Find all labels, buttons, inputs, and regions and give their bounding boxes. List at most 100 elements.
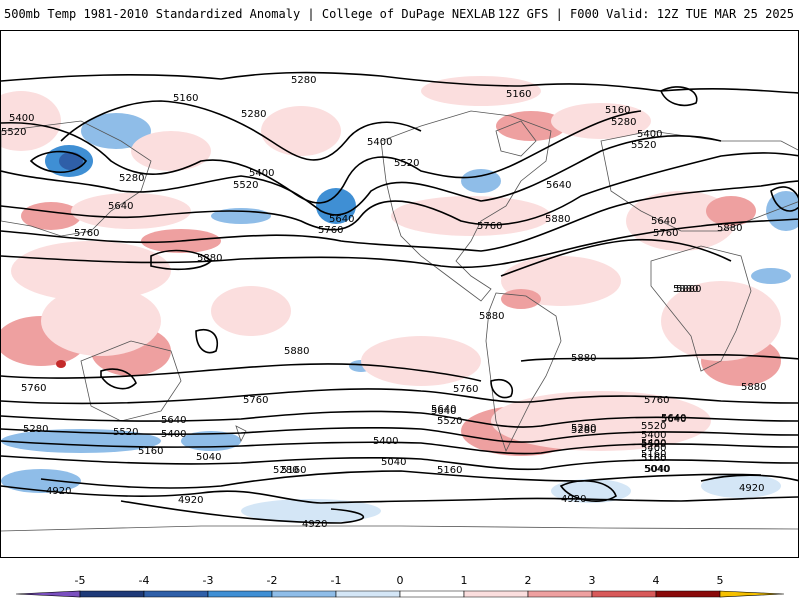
map-title: 500mb Temp 1981-2010 Standardized Anomal… xyxy=(4,7,496,21)
anomaly-cold-patch xyxy=(461,169,501,193)
contour-label: 5160 xyxy=(281,465,306,476)
anomaly-warm-patch xyxy=(71,193,191,229)
colorbar-segment xyxy=(207,590,273,598)
coastlines xyxy=(1,110,798,532)
contour-line xyxy=(770,186,798,212)
contour-label: 5640 xyxy=(431,406,456,417)
contour-label: 5160 xyxy=(641,453,666,464)
contour-line xyxy=(1,440,798,455)
colorbar-segment xyxy=(335,590,401,598)
contour-label: 5880 xyxy=(197,253,222,264)
colorbar-tick-label: -3 xyxy=(202,574,214,587)
contour-label: 5280 xyxy=(273,465,298,476)
contour-line xyxy=(1,180,798,252)
contour-label: 5160 xyxy=(641,449,666,460)
coastline-north-america xyxy=(380,110,552,302)
colorbar-tick-label: 5 xyxy=(716,574,724,587)
anomaly-map: 5280 5160 5400 5520 5280 5400 5520 5280 … xyxy=(0,30,799,558)
contour-label: 5160 xyxy=(605,105,630,116)
contour-line xyxy=(1,110,642,204)
contour-label: 5880 xyxy=(673,284,698,295)
contour-label: 4920 xyxy=(178,495,203,506)
contour-label: 5880 xyxy=(479,311,504,322)
model-valid-time: 12Z GFS | F000 Valid: 12Z TUE MAR 25 202… xyxy=(497,7,794,21)
anomaly-warm-patch xyxy=(41,286,161,356)
contour-label: 5400 xyxy=(641,438,666,449)
contour-line xyxy=(490,378,513,399)
anomaly-cold-patch xyxy=(241,499,381,523)
contour-line xyxy=(1,388,798,405)
anomaly-warm-patch xyxy=(496,111,566,141)
height-contours xyxy=(1,71,798,524)
anomaly-warm-patch xyxy=(56,360,66,368)
contour-label: 5040 xyxy=(644,464,669,475)
contour-line xyxy=(520,353,798,362)
contour-line xyxy=(1,410,798,428)
contour-line xyxy=(60,100,422,161)
colorbar-tick-label: 1 xyxy=(460,574,468,587)
anomaly-cold-patch xyxy=(701,474,781,498)
anomaly-warm-patch xyxy=(391,196,551,236)
anomaly-warm-patch xyxy=(11,241,171,301)
colorbar-tick-label: -5 xyxy=(74,574,86,587)
anomaly-cold-patch xyxy=(81,113,151,149)
coastline-asia-west xyxy=(1,120,152,237)
contour-label: 5040 xyxy=(196,452,221,463)
contour-label: 5400 xyxy=(161,429,186,440)
contour-label: 5280 xyxy=(291,75,316,86)
contour-label: 5160 xyxy=(138,446,163,457)
anomaly-warm-patch xyxy=(501,289,541,309)
contour-line xyxy=(1,152,798,231)
contour-label: 5160 xyxy=(173,93,198,104)
anomaly-cold-patch xyxy=(1,469,81,493)
contour-label: 5400 xyxy=(9,113,34,124)
colorbar: -5 -4 -3 -2 -1 0 1 2 3 4 5 xyxy=(0,570,800,600)
contour-line xyxy=(1,218,798,269)
contour-line xyxy=(1,455,798,471)
contour-label: 5400 xyxy=(249,168,274,179)
contour-label: 5640 xyxy=(651,216,676,227)
contour-label: 5760 xyxy=(653,228,678,239)
contour-label: 5160 xyxy=(437,465,462,476)
contour-label: 5760 xyxy=(453,384,478,395)
contour-labels: 5280 5160 5400 5520 5280 5400 5520 5280 … xyxy=(1,75,766,530)
contour-line xyxy=(1,135,722,216)
contour-line xyxy=(120,500,365,524)
contour-label: 4920 xyxy=(561,494,586,505)
anomaly-warm-patch xyxy=(21,202,81,230)
contour-label: 5520 xyxy=(631,140,656,151)
contour-label: 5520 xyxy=(437,416,462,427)
anomaly-cold-patch xyxy=(751,268,791,284)
contour-label: 5640 xyxy=(161,415,186,426)
coastline-greenland xyxy=(495,120,537,157)
colorbar-tick-label: 2 xyxy=(524,574,532,587)
contour-label: 5400 xyxy=(641,430,666,441)
contour-line xyxy=(700,474,798,482)
contour-label: 5520 xyxy=(641,439,666,450)
contour-label: 4920 xyxy=(739,483,764,494)
colorbar-segment xyxy=(527,590,593,598)
contour-label: 5760 xyxy=(21,383,46,394)
coastline-antarctica xyxy=(1,525,798,532)
anomaly-cold-patch xyxy=(551,479,631,503)
colorbar-segment xyxy=(463,590,529,598)
contour-label: 5760 xyxy=(644,395,669,406)
colorbar-segment xyxy=(79,590,145,598)
contour-line xyxy=(40,470,762,489)
contour-label: 5760 xyxy=(74,228,99,239)
colorbar-tick-label: 0 xyxy=(396,574,404,587)
contour-label: 5880 xyxy=(571,353,596,364)
contour-label: 5640 xyxy=(108,201,133,212)
contour-line xyxy=(1,426,798,443)
contour-label: 5880 xyxy=(676,284,701,295)
contour-line xyxy=(559,480,617,502)
contour-line xyxy=(150,249,213,271)
contour-line xyxy=(1,485,798,504)
coastline-africa xyxy=(650,245,752,372)
contour-label: 5400 xyxy=(367,137,392,148)
anomaly-shading xyxy=(1,76,798,523)
colorbar-svg xyxy=(15,590,785,598)
colorbar-tick-label: 3 xyxy=(588,574,596,587)
anomaly-warm-patch xyxy=(491,391,711,451)
contour-label: 5280 xyxy=(611,117,636,128)
